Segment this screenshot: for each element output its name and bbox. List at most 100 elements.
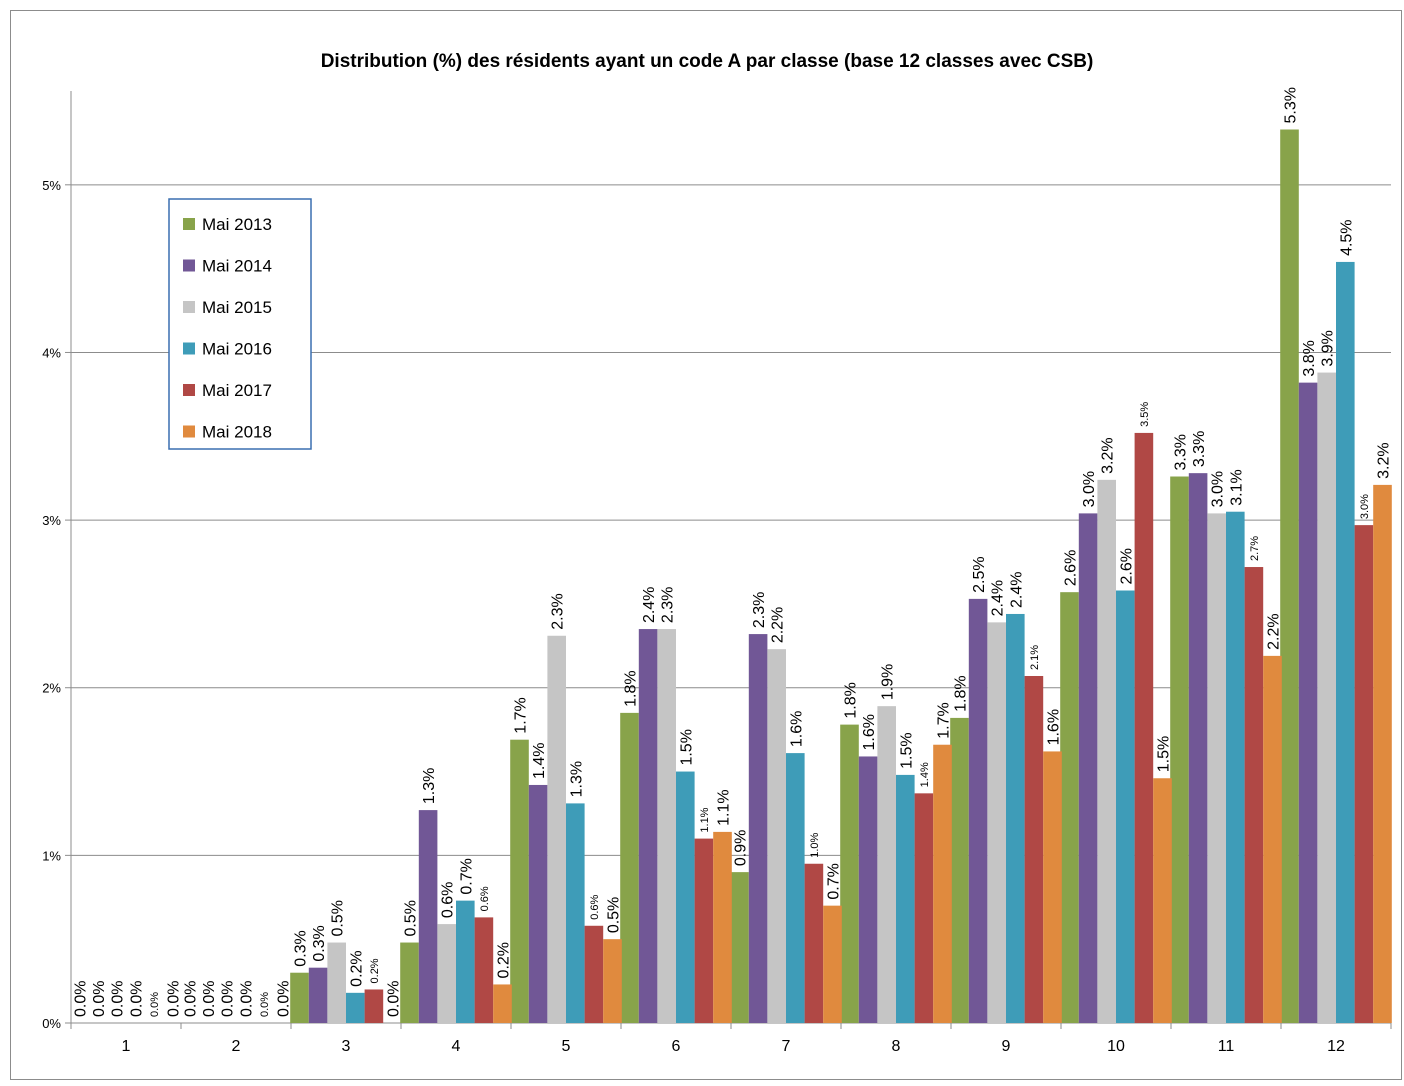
data-label: 2.7% — [1249, 536, 1261, 561]
bar — [493, 984, 512, 1023]
data-labels: 0.0% 0.0%0.3%0.5%1.7%1.8%0.9%1.8% 1.8%2.6%… — [73, 87, 1393, 1017]
data-label: 0.0% — [110, 981, 127, 1017]
data-label: 3.5% — [1139, 402, 1151, 427]
y-tick-label: 5% — [42, 178, 61, 193]
x-tick-label: 10 — [1107, 1038, 1125, 1055]
bar — [1336, 261, 1355, 1023]
bar-chart: Distribution (%) des résidents ayant un … — [42, 51, 1393, 1055]
legend-label: Mai 2018 — [202, 423, 272, 442]
legend-label: Mai 2014 — [202, 257, 272, 276]
bar — [1207, 513, 1226, 1023]
data-label: 0.2% — [496, 942, 513, 978]
bar — [327, 942, 346, 1023]
legend-swatch — [183, 425, 195, 438]
bar — [914, 793, 934, 1023]
data-label: 2.6% — [1118, 548, 1135, 584]
legend-label: Mai 2015 — [202, 298, 272, 317]
bar — [400, 942, 419, 1023]
bar — [1298, 382, 1318, 1023]
x-tick-label: 2 — [232, 1038, 241, 1055]
data-label: 1.6% — [788, 711, 805, 747]
data-label: 0.3% — [293, 930, 310, 966]
chart-frame: Distribution (%) des résidents ayant un … — [10, 10, 1402, 1080]
bar — [364, 989, 384, 1023]
bar — [933, 744, 952, 1023]
bar — [1116, 590, 1135, 1023]
data-label: 0.0% — [259, 992, 271, 1017]
data-label: 2.3% — [550, 593, 567, 629]
data-label: 2.1% — [1029, 645, 1041, 670]
y-axis: 0% 1% 2% 3% 4% 5% — [42, 91, 72, 1031]
bar — [1226, 511, 1245, 1023]
bar — [694, 838, 714, 1023]
bar — [1078, 513, 1098, 1023]
x-tick-label: 6 — [672, 1038, 681, 1055]
bar — [1188, 473, 1208, 1024]
data-label: 3.1% — [1228, 469, 1245, 505]
data-label: 0.0% — [73, 981, 90, 1017]
bars — [290, 129, 1392, 1024]
x-tick-label: 4 — [452, 1038, 461, 1055]
data-label: 3.8% — [1301, 340, 1318, 376]
bar — [968, 598, 988, 1023]
data-label: 0.2% — [348, 950, 365, 986]
bar — [1006, 613, 1025, 1023]
legend-swatch — [183, 384, 195, 396]
bar — [950, 717, 969, 1023]
data-label: 2.4% — [990, 580, 1007, 616]
data-label: 1.8% — [623, 670, 640, 706]
x-tick-label: 1 — [122, 1038, 131, 1055]
bar — [730, 872, 749, 1023]
legend-swatch — [183, 342, 195, 355]
bar — [290, 972, 309, 1023]
bar — [877, 706, 896, 1023]
data-label: 2.3% — [751, 592, 768, 628]
data-label: 0.0% — [166, 981, 183, 1017]
legend-swatch — [183, 301, 195, 313]
data-label: 1.3% — [568, 761, 585, 797]
bar — [603, 939, 622, 1023]
bar — [308, 967, 328, 1023]
data-label: 0.0% — [183, 981, 200, 1017]
bar — [823, 905, 842, 1023]
chart-title: Distribution (%) des résidents ayant un … — [321, 51, 1094, 72]
data-label: 0.7% — [458, 858, 475, 894]
legend-label: Mai 2016 — [202, 340, 272, 359]
bar — [896, 774, 915, 1023]
data-label: 1.8% — [953, 675, 970, 711]
data-label: 0.0% — [91, 981, 108, 1017]
data-label: 3.0% — [1210, 471, 1227, 507]
x-tick-label: 7 — [782, 1038, 791, 1055]
x-tick-label: 9 — [1002, 1038, 1011, 1055]
x-axis: 1 2 3 4 5 6 7 8 9 10 11 12 — [70, 1022, 1392, 1055]
data-label: 1.6% — [1046, 709, 1063, 745]
data-label: 0.0% — [386, 981, 403, 1017]
data-label: 0.5% — [403, 900, 420, 936]
x-tick-label: 3 — [342, 1038, 351, 1055]
bar — [1373, 484, 1392, 1023]
x-tick-label: 12 — [1327, 1038, 1345, 1055]
data-label: 1.5% — [898, 732, 915, 768]
data-label: 2.4% — [641, 587, 658, 623]
data-label: 2.6% — [1063, 550, 1080, 586]
bar — [1354, 525, 1374, 1023]
data-label: 2.4% — [1008, 571, 1025, 607]
data-label: 0.0% — [149, 992, 161, 1017]
bar — [584, 925, 604, 1023]
data-label: 0.0% — [201, 981, 218, 1017]
data-label: 2.3% — [660, 587, 677, 623]
data-label: 2.2% — [1266, 613, 1283, 649]
legend-label: Mai 2017 — [202, 381, 272, 400]
data-label: 1.7% — [936, 702, 953, 738]
bar — [676, 771, 695, 1023]
bar — [547, 635, 566, 1023]
y-tick-label: 2% — [42, 681, 61, 696]
data-label: 3.3% — [1191, 431, 1208, 467]
data-label: 2.5% — [971, 556, 988, 592]
bar — [987, 622, 1006, 1023]
x-tick-label: 8 — [892, 1038, 901, 1055]
data-label: 0.0% — [276, 981, 293, 1017]
data-label: 1.1% — [699, 807, 711, 832]
legend-box — [168, 198, 312, 450]
bar — [748, 634, 768, 1023]
